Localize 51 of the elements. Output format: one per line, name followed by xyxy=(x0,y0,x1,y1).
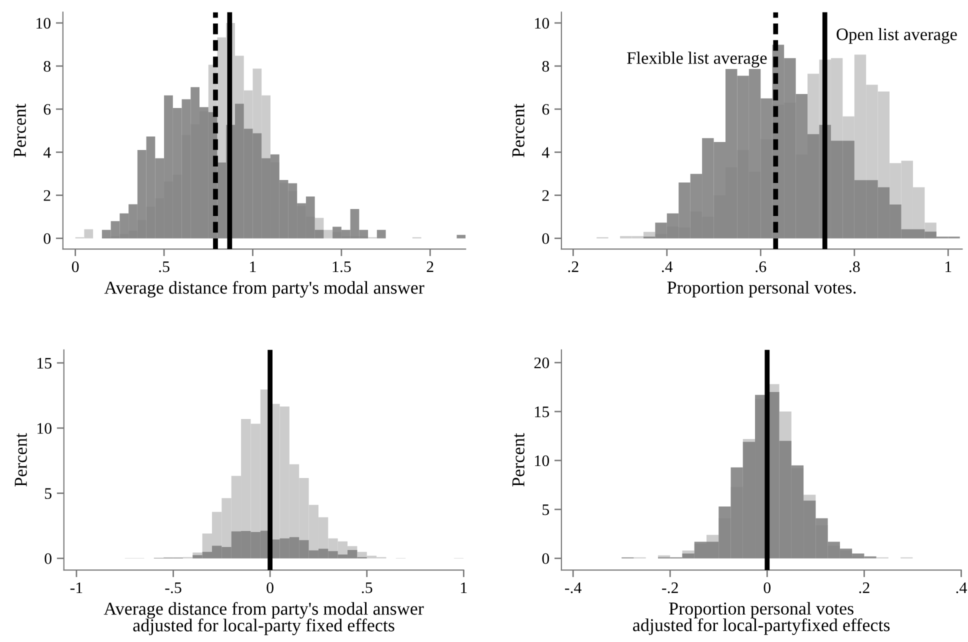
x-axis-title: Proportion personal votes adjusted for local-partyfixed effects xyxy=(633,602,890,635)
y-tick-label: 5 xyxy=(542,504,550,516)
x-tick-label: -1 xyxy=(70,582,82,593)
y-tick-label: 20 xyxy=(534,358,550,368)
y-axis-title: Percent xyxy=(14,104,26,158)
x-tick-label: .6 xyxy=(756,261,766,272)
y-tick-label: 0 xyxy=(44,233,51,244)
ref-line-label: Open list average xyxy=(836,28,957,44)
x-tick-label: 0 xyxy=(266,582,274,594)
x-tick-label: .4 xyxy=(956,582,967,594)
y-tick-label: 10 xyxy=(36,18,51,29)
y-tick-label: 4 xyxy=(43,147,51,158)
y-tick-label: 0 xyxy=(542,233,550,244)
x-tick-label: .4 xyxy=(662,261,673,272)
y-tick-label: 6 xyxy=(44,104,51,115)
x-tick-label: 1.5 xyxy=(332,261,351,272)
y-tick-label: 0 xyxy=(44,553,52,564)
x-tick-label: 1 xyxy=(461,582,467,593)
y-tick-label: 8 xyxy=(542,60,550,72)
x-tick-label: .2 xyxy=(568,261,578,272)
x-tick-label: 0 xyxy=(72,261,79,272)
x-axis-title: Average distance from party's modal answer adjusted for local-party fixed effects xyxy=(104,602,424,636)
ref-line-label: Flexible list average xyxy=(627,52,767,68)
y-tick-label: 8 xyxy=(44,60,51,72)
y-axis-title: Percent xyxy=(14,433,27,487)
x-tick-label: -.5 xyxy=(165,582,182,594)
x-tick-label: .5 xyxy=(159,262,170,272)
x-axis-title: Proportion personal votes. xyxy=(667,280,856,298)
y-axis-title: Percent xyxy=(512,104,524,158)
y-tick-label: 10 xyxy=(535,18,550,29)
y-tick-label: 2 xyxy=(44,190,50,201)
x-tick-label: -.4 xyxy=(565,582,582,594)
x-tick-label: 0 xyxy=(764,582,771,594)
x-axis-title: Average distance from party's modal answer xyxy=(104,280,424,298)
y-axis-title: Percent xyxy=(512,433,524,487)
y-tick-label: 5 xyxy=(45,488,52,499)
x-tick-label: -.2 xyxy=(662,582,678,594)
y-tick-label: 2 xyxy=(542,190,549,201)
y-tick-label: 15 xyxy=(535,406,550,418)
x-tick-label: 1 xyxy=(946,261,952,272)
y-tick-label: 6 xyxy=(542,104,550,115)
x-tick-label: .8 xyxy=(849,261,860,272)
y-tick-label: 10 xyxy=(535,455,550,466)
x-tick-label: .5 xyxy=(362,582,372,594)
x-tick-label: 1 xyxy=(250,261,256,272)
y-tick-label: 0 xyxy=(542,553,550,564)
x-tick-label: 2 xyxy=(426,261,434,272)
y-tick-label: 15 xyxy=(38,358,52,369)
y-tick-label: 10 xyxy=(38,422,52,434)
y-tick-label: 4 xyxy=(542,147,550,158)
x-tick-label: .2 xyxy=(859,582,870,594)
